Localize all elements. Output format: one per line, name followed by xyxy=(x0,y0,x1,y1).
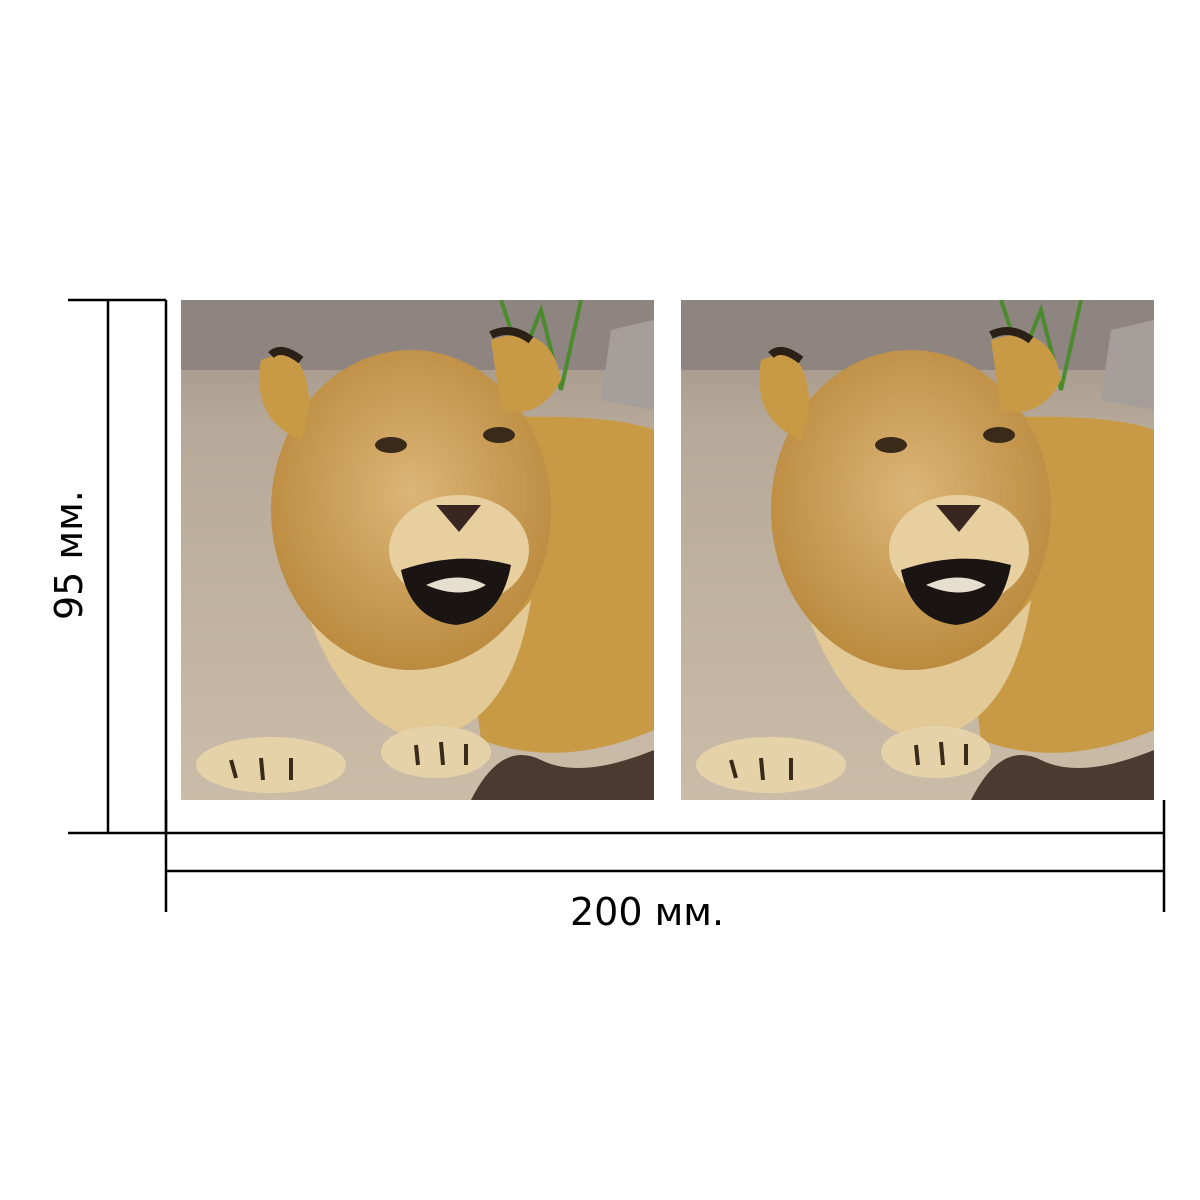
width-label: 200 мм. xyxy=(570,890,725,934)
height-label: 95 мм. xyxy=(47,490,91,620)
lioness-photo xyxy=(681,300,1154,800)
photo-panel-right xyxy=(681,300,1154,800)
photo-panel-left xyxy=(181,300,654,800)
lioness-photo xyxy=(181,300,654,800)
